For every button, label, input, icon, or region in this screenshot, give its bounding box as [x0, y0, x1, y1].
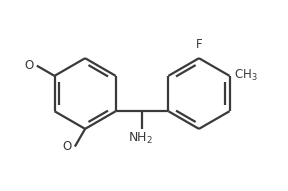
Text: O: O: [62, 140, 72, 153]
Text: CH$_3$: CH$_3$: [234, 68, 258, 83]
Text: O: O: [24, 59, 34, 72]
Text: F: F: [196, 38, 202, 51]
Text: NH$_2$: NH$_2$: [128, 131, 153, 146]
